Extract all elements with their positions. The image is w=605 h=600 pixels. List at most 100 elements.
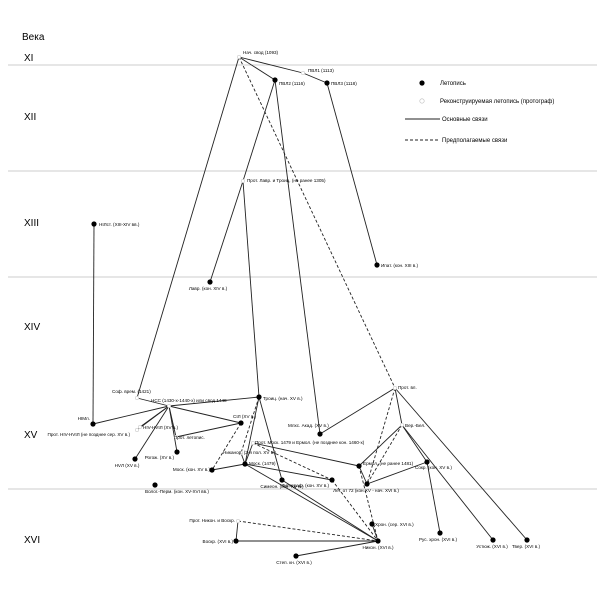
main-link <box>358 465 368 485</box>
node-label: Рогож. (XV в.) <box>145 455 175 460</box>
chronicle-node <box>256 394 262 400</box>
main-link <box>92 223 95 425</box>
protograph-node <box>235 518 241 524</box>
assumed-link <box>211 422 242 471</box>
protograph-node <box>137 424 143 430</box>
main-link <box>168 405 242 424</box>
main-link <box>319 387 396 435</box>
assumed-link <box>358 465 379 542</box>
assumed-link <box>331 479 379 542</box>
chronicle-node <box>279 477 285 483</box>
century-label: XI <box>24 53 33 64</box>
node-label: Прот. Моск. 1479 и Ермол. (не позднее ко… <box>255 440 365 445</box>
chronicle-node <box>174 449 180 455</box>
main-link <box>139 405 170 428</box>
chronicle-node <box>90 421 96 427</box>
node-label: НVЛ (XV в.) <box>115 463 140 468</box>
main-link <box>242 79 276 182</box>
node-label: Ипат. (кон. XIII в.) <box>381 263 419 268</box>
protograph-node <box>392 385 398 391</box>
node-label: ПВЛ3 (1118) <box>331 81 357 86</box>
chronicle-node <box>152 482 158 488</box>
node-label: Никанор. (2-я пол. XV в.) <box>223 450 276 455</box>
legend: Летопись Реконструируемая летопись (прот… <box>405 80 554 144</box>
protograph-node <box>134 395 140 401</box>
node-label: Никон. (XVI в.) <box>362 545 394 550</box>
node-label: Сокр. (кон. XV в.) <box>415 465 452 470</box>
chronicle-node <box>242 461 248 467</box>
chronicle-node <box>238 420 244 426</box>
main-link <box>244 463 379 542</box>
node-label: Прот. вл. <box>398 385 417 390</box>
century-label: XII <box>24 112 36 123</box>
node-label: ПВЛ1 (1113) <box>308 68 334 73</box>
node-label: Ермол. (не ранее 1481) <box>363 461 414 466</box>
node-label: Лавр. (кон. XIV в.) <box>189 286 228 291</box>
main-link <box>401 424 428 463</box>
chronicle-node <box>207 279 213 285</box>
assumed-link <box>252 442 333 481</box>
main-link <box>281 479 379 542</box>
node-label: Типограф. (кон. XV в.) <box>282 483 330 488</box>
main-link <box>295 540 379 557</box>
main-link <box>426 461 441 534</box>
protograph-node <box>240 178 246 184</box>
node-label: НСС (1430-х-1440-х) или свод 1448 <box>151 398 227 403</box>
main-link <box>238 56 276 81</box>
node-label: Воскр. (XVI в.) <box>203 539 234 544</box>
century-separators <box>8 64 597 490</box>
main-link <box>258 396 283 481</box>
century-label: XVI <box>24 535 40 546</box>
main-link <box>302 72 328 84</box>
century-label: XIII <box>24 218 39 229</box>
legend-label: Летопись <box>440 81 466 87</box>
node-label: Троиц. (нач. XV в.) <box>263 396 303 401</box>
chronicle-node <box>356 463 362 469</box>
main-link <box>238 56 304 74</box>
node-label: Вер.-Бел. <box>405 423 425 428</box>
main-link <box>168 405 178 453</box>
node-label: Хрон. (сер. XVI в.) <box>375 522 414 527</box>
chronicle-node <box>324 80 330 86</box>
chronicle-node <box>272 77 278 83</box>
main-link <box>134 405 170 460</box>
node-label: Симеон. (кон. XV в.) <box>260 484 304 489</box>
main-link <box>274 79 321 435</box>
chronicle-node <box>317 431 323 437</box>
legend-open-dot <box>419 98 425 104</box>
chronicle-node <box>437 530 443 536</box>
legend-label: Основные связи <box>442 117 488 123</box>
chronicle-node <box>91 221 97 227</box>
assumed-link <box>366 424 403 485</box>
assumed-link <box>238 56 396 389</box>
main-link <box>235 520 239 542</box>
main-link <box>244 442 254 465</box>
century-label: XIV <box>24 322 40 333</box>
node-label: НIМл. <box>78 416 90 421</box>
node-label: Соф. врем. (1421) <box>112 389 151 394</box>
main-link <box>366 461 428 485</box>
century-label: XV <box>24 430 38 441</box>
node-label: СIЛ (XV в.) <box>233 414 257 419</box>
protograph-node <box>236 54 242 60</box>
node-label: Прот. НIV-НVIЛ (не позднее сер. XV в.) <box>48 432 131 437</box>
node-label: Прот. Лавр. и Троиц. (не ранее 1305) <box>247 178 326 183</box>
main-link <box>394 387 403 426</box>
main-link <box>252 442 360 467</box>
chronicle-node <box>329 477 335 483</box>
node-label: Прот. Никон. и Воскр. <box>189 518 235 523</box>
assumed-link <box>366 387 396 485</box>
node-label: Лет. от 72 (кон.XV - нач. XVI в.) <box>333 488 399 493</box>
main-link <box>92 405 170 425</box>
main-link <box>371 523 379 542</box>
protograph-node <box>250 440 256 446</box>
node-label: Твер. (XVI в.) <box>512 544 541 549</box>
node-label: Рус. хрон. (XVI в.) <box>419 537 458 542</box>
chronicle-node <box>209 467 215 473</box>
chronicle-node <box>374 262 380 268</box>
chronicle-node <box>293 553 299 559</box>
main-link <box>244 463 333 481</box>
main-link <box>209 180 244 283</box>
node-label: Моск. (1479) <box>249 461 276 466</box>
main-link <box>244 396 260 465</box>
